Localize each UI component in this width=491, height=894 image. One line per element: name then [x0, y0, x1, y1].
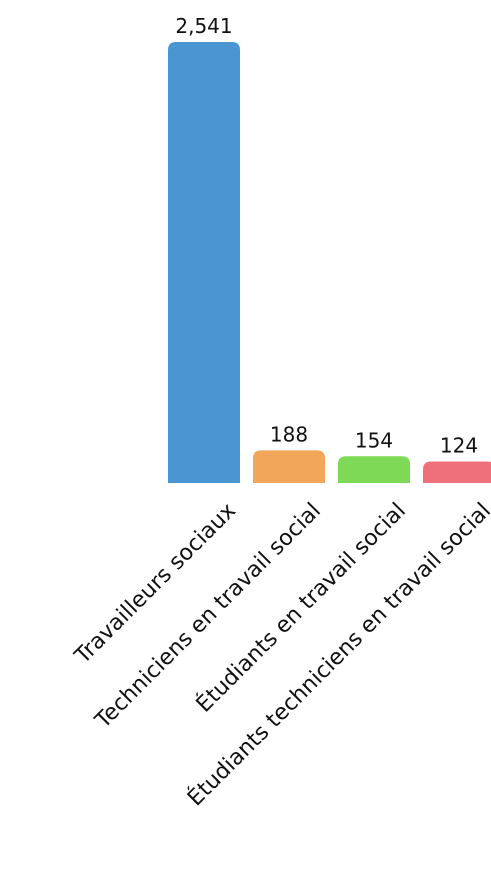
bars-layer — [168, 42, 491, 483]
bar-3 — [338, 456, 410, 483]
category-label-4: Étudiants techniciens en travail social — [182, 498, 491, 812]
bar-2 — [253, 450, 325, 483]
value-label-3: 154 — [355, 428, 393, 452]
bar-1 — [168, 42, 240, 483]
value-label-4: 124 — [440, 433, 478, 457]
bar-4 — [423, 461, 491, 483]
value-labels-layer: 2,541 188 154 124 — [175, 14, 478, 457]
value-label-1: 2,541 — [175, 14, 232, 38]
value-label-2: 188 — [270, 422, 308, 446]
category-label-1: Travailleurs sociaux — [70, 498, 241, 669]
